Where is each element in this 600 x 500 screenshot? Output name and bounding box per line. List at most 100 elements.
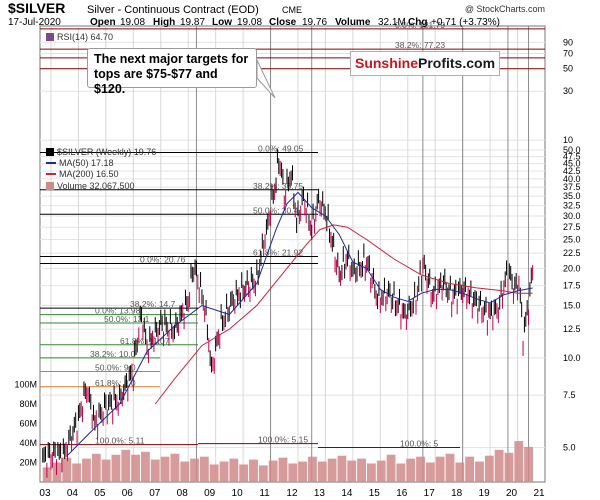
volume-bar	[180, 461, 190, 482]
fibonacci-label: 100.0%: 5.11	[95, 436, 145, 446]
header-high-value: 19.87	[180, 17, 205, 28]
x-axis-tick-label: 17	[424, 488, 436, 499]
fibonacci-label: 50.0%: 9.0	[95, 363, 136, 373]
ma50-line	[67, 191, 533, 456]
volume-bar	[249, 459, 258, 482]
fibonacci-label: 0.0%: 49.05	[258, 143, 304, 153]
volume-bar	[308, 456, 317, 482]
logo-part-2: Profits.com	[418, 55, 496, 71]
volume-bar	[455, 462, 465, 482]
chart-exchange: CME	[282, 5, 302, 15]
volume-bar	[465, 456, 475, 482]
volume-bar	[209, 464, 219, 482]
volume-bar	[111, 454, 121, 482]
header-high-label: High	[153, 17, 175, 28]
logo-part-1: Sunshine	[354, 55, 418, 71]
volume-bar	[131, 454, 140, 482]
price-axis-tick-label: 50.0	[563, 145, 581, 155]
fibonacci-label: 50.0%: 13.1	[104, 314, 150, 324]
price-axis-tick-label: 15.0	[563, 301, 581, 311]
x-axis-tick-label: 14	[341, 488, 353, 499]
annotation-line-1: The next major targets for	[94, 52, 249, 66]
fibonacci-label: 100.0%: 5	[400, 438, 439, 448]
volume-bar	[475, 461, 484, 482]
x-axis-tick-label: 18	[451, 488, 463, 499]
price-axis-tick-label: 22.5	[563, 248, 581, 258]
volume-axis-tick-label: 20M	[19, 458, 37, 468]
x-axis-tick-label: 03	[39, 488, 51, 499]
ma200-legend: MA(200) 16.50	[59, 169, 119, 179]
x-axis-tick-label: 15	[369, 488, 381, 499]
volume-bar	[376, 460, 386, 482]
ma200-line	[154, 224, 533, 405]
price-axis-tick-label: 30.0	[563, 211, 581, 221]
volume-bar	[199, 456, 209, 482]
volume-bar	[416, 456, 425, 482]
x-axis-tick-label: 20	[506, 488, 518, 499]
volume-legend: Volume 32,067,500	[57, 181, 135, 191]
price-axis-tick-label: 17.5	[563, 281, 581, 291]
volume-bar	[150, 459, 160, 482]
plot-frame	[39, 25, 546, 483]
volume-bar	[494, 449, 504, 482]
volume-bar	[239, 464, 249, 482]
x-axis-tick-label: 08	[177, 488, 189, 499]
volume-bar	[190, 458, 199, 482]
volume-bar	[121, 449, 131, 482]
x-axis-tick-label: 21	[533, 488, 545, 499]
volume-bar	[327, 458, 337, 482]
volume-bar	[396, 463, 406, 482]
header-low-label: Low	[212, 17, 232, 28]
header-close-value: 19.76	[302, 17, 327, 28]
price-axis-tick-label: 12.5	[563, 324, 581, 334]
price-axis-tick-label: 25.0	[563, 235, 581, 245]
header-chg-label: Chg	[408, 17, 427, 28]
volume-bar	[62, 457, 72, 482]
volume-bar	[141, 451, 150, 482]
fibonacci-label: 0.0%: 121.79	[395, 20, 445, 30]
fibonacci-label: 38.2%: 36.75	[253, 181, 303, 191]
volume-bar	[91, 453, 101, 482]
upper-axis-tick-label: 30	[563, 86, 573, 96]
rsi-legend: RSI(14) 64.70	[57, 32, 113, 42]
volume-bar	[425, 462, 435, 482]
fibonacci-label: 38.2%: 77.23	[395, 40, 445, 50]
price-axis-tick-label: 37.5	[563, 182, 581, 192]
header-volume-value: 32.1M	[378, 17, 406, 28]
price-axis-tick-label: 27.5	[563, 222, 581, 232]
fibonacci-label: 61.8%: 21.92	[253, 248, 303, 258]
price-axis-tick-label: 45.0	[563, 159, 581, 169]
price-axis-tick-label: 42.5	[563, 166, 581, 176]
volume-bar	[72, 463, 82, 482]
volume-bar	[278, 457, 288, 482]
fibonacci-label: 38.2%: 14.7	[130, 299, 176, 309]
volume-bar	[386, 454, 396, 482]
volume-bar	[219, 461, 229, 482]
x-axis-tick-label: 07	[149, 488, 161, 499]
x-axis-tick-label: 12	[286, 488, 298, 499]
volume-bar	[82, 458, 91, 482]
volume-axis-tick-label: 80M	[19, 399, 37, 409]
volume-bar	[347, 460, 357, 482]
header-close-label: Close	[269, 17, 297, 28]
fibonacci-label: 0.0%: 13.98	[95, 306, 141, 316]
x-axis-tick-label: 04	[67, 488, 79, 499]
x-axis-tick-label: 16	[396, 488, 408, 499]
volume-bar	[504, 452, 514, 482]
price-axis-tick-label: 5.0	[563, 442, 576, 452]
volume-legend-swatch	[46, 182, 54, 190]
volume-bar	[445, 453, 455, 482]
upper-axis-tick-label: 70	[563, 49, 573, 59]
volume-axis-tick-label: 40M	[19, 438, 37, 448]
price-legend: $SILVER (Weekly) 19.76	[57, 147, 156, 157]
volume-bar	[366, 463, 376, 482]
chart-description: Silver - Continuous Contract (EOD)	[87, 4, 259, 16]
upper-axis-tick-label: 90	[563, 37, 573, 47]
x-axis-tick-label: 05	[94, 488, 106, 499]
chart-symbol: $SILVER	[8, 0, 65, 16]
volume-axis-tick-label: 60M	[19, 419, 37, 429]
x-axis-tick-label: 09	[204, 488, 216, 499]
price-axis-tick-label: 40.0	[563, 174, 581, 184]
x-axis-tick-label: 10	[232, 488, 244, 499]
price-axis-tick-label: 20.0	[563, 263, 581, 273]
